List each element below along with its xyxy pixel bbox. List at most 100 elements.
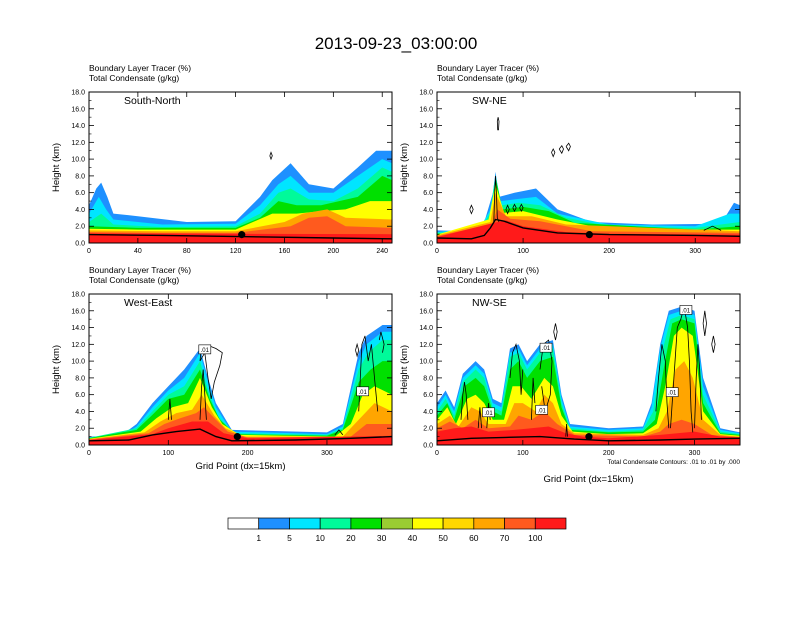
colorbar-swatch (442, 517, 475, 530)
condensate-contour (509, 342, 524, 395)
terrain-line (437, 435, 740, 442)
condensate-contour (199, 369, 207, 420)
plot-area: .01 .01 (89, 294, 392, 445)
y-tick-label: 14.0 (419, 123, 433, 130)
y-tick-label: 2.0 (423, 224, 433, 231)
y-tick-label: 4.0 (423, 207, 433, 214)
panel: South-North 0.0 2.0 4.0 6.0 8.0 10.0 12.0 14.0 16… (51, 63, 393, 255)
plot-background (89, 294, 392, 445)
location-marker (585, 433, 593, 441)
plot-area (437, 92, 740, 243)
condensate-contour (702, 310, 707, 336)
y-tick-label: 4.0 (75, 409, 85, 416)
panel-header: Boundary Layer Tracer (%) (437, 63, 539, 73)
panel-label: NW-SE (472, 297, 507, 309)
condensate-contour (551, 148, 556, 158)
plot-area (89, 92, 392, 243)
y-tick-label: 16.0 (71, 106, 85, 113)
colorbar-label: 10 (315, 533, 325, 543)
colorbar-swatch (504, 517, 536, 530)
y-tick-label: 6.0 (423, 392, 433, 399)
contour-label-box (539, 342, 553, 353)
y-tick-label: 12.0 (419, 140, 433, 147)
x-tick-label: 0 (435, 248, 439, 255)
y-tick-label: 14.0 (419, 325, 433, 332)
condensate-contour (460, 382, 469, 420)
colorbar-swatch (289, 517, 321, 530)
panel-label: West-East (124, 297, 172, 309)
x-tick-label: 300 (689, 248, 701, 255)
condensate-contour (493, 175, 500, 223)
y-tick-label: 12.0 (419, 342, 433, 349)
condensate-contour (378, 331, 385, 353)
condensate-contour (531, 377, 536, 420)
condensate-contour (477, 407, 482, 429)
contour-label-box (535, 404, 549, 415)
contour-label: .01 (682, 308, 691, 314)
colorbar-label: 5 (287, 533, 292, 543)
colorbar-label: 50 (438, 533, 448, 543)
y-tick-label: 4.0 (423, 409, 433, 416)
y-tick-label: 16.0 (71, 308, 85, 315)
x-tick-label: 160 (279, 248, 291, 255)
condensate-contour (694, 344, 702, 429)
y-tick-label: 12.0 (71, 140, 85, 147)
x-tick-label: 300 (321, 450, 333, 457)
colorbar-label: 20 (346, 533, 356, 543)
y-tick-label: 18.0 (419, 90, 433, 97)
colorbar-label: 1 (256, 533, 261, 543)
y-tick-label: 18.0 (71, 292, 85, 299)
x-tick-label: 100 (517, 248, 529, 255)
y-tick-label: 10.0 (419, 157, 433, 164)
contour-label: .01 (668, 391, 677, 397)
y-tick-label: 2.0 (75, 426, 85, 433)
x-tick-label: 200 (328, 248, 340, 255)
panel: SW-NE 0.0 2.0 4.0 6.0 8.0 10.0 12.0 14.0 16.0 18.0… (399, 63, 741, 255)
condensate-contour (655, 344, 670, 429)
condensate-contour (334, 429, 344, 436)
contour-label: .01 (538, 408, 547, 414)
y-tick-label: 18.0 (419, 292, 433, 299)
y-tick-label: 6.0 (423, 190, 433, 197)
y-tick-label: 14.0 (71, 123, 85, 130)
panel-label: SW-NE (472, 95, 507, 107)
x-tick-label: 80 (183, 248, 191, 255)
contour-label: .01 (542, 346, 551, 352)
contour-footnote: Total Condensate Contours: .01 to .01 by… (607, 459, 740, 466)
y-tick-label: 0.0 (75, 443, 85, 450)
contour-label-box (482, 407, 495, 418)
terrain-line (89, 428, 392, 442)
colorbar-swatch (258, 517, 290, 530)
panel-header: Boundary Layer Tracer (%) (89, 265, 191, 275)
colorbar: 1 5 10 20 30 40 50 60 70 100 (227, 517, 567, 543)
colorbar-label: 60 (469, 533, 479, 543)
panel: .01 .01 West-East 0.0 2.0 4.0 6.0 8.0 10.0 12.0 14… (51, 265, 393, 472)
colorbar-swatch (350, 517, 382, 530)
condensate-contour (519, 203, 524, 212)
panel-header: Boundary Layer Tracer (%) (89, 63, 191, 73)
colorbar-swatch (473, 517, 505, 530)
y-tick-label: 6.0 (75, 190, 85, 197)
y-axis-label: Height (km) (399, 143, 410, 192)
panel: .01 .01 .01 .01 .01 NW-SE 0.0 2.0 4.0 6.0 8.0 10.0 1… (399, 265, 741, 485)
x-tick-label: 200 (242, 450, 254, 457)
y-tick-label: 2.0 (423, 426, 433, 433)
contour-label-box (356, 386, 369, 397)
terrain-line (437, 218, 740, 240)
panel-header: Total Condensate (g/kg) (89, 73, 179, 83)
location-marker (233, 433, 241, 441)
x-tick-label: 200 (603, 248, 615, 255)
panel-header: Boundary Layer Tracer (%) (437, 265, 539, 275)
y-tick-label: 16.0 (419, 308, 433, 315)
condensate-contour (167, 398, 172, 420)
x-tick-label: 0 (87, 450, 91, 457)
panel-header: Total Condensate (g/kg) (437, 73, 527, 83)
condensate-contour (355, 342, 360, 358)
y-tick-label: 18.0 (71, 90, 85, 97)
x-tick-label: 0 (87, 248, 91, 255)
colorbar-swatch (319, 517, 352, 530)
terrain-line (89, 233, 392, 240)
x-tick-label: 240 (376, 248, 388, 255)
